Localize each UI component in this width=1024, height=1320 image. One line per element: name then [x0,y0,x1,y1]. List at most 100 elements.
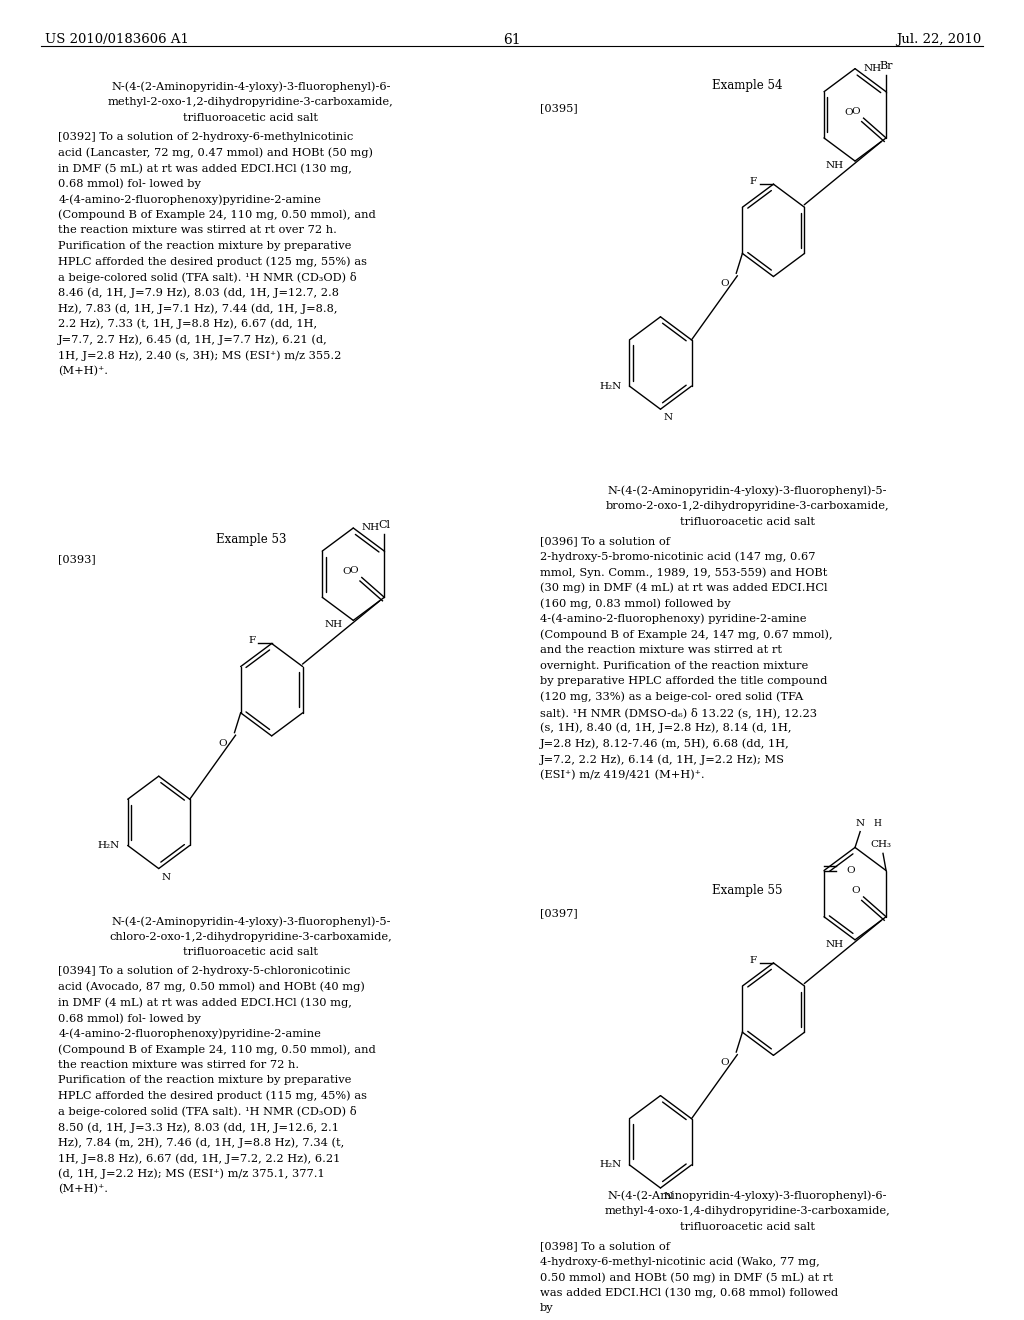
Text: J=2.8 Hz), 8.12-7.46 (m, 5H), 6.68 (dd, 1H,: J=2.8 Hz), 8.12-7.46 (m, 5H), 6.68 (dd, … [540,738,790,748]
Text: in DMF (5 mL) at rt was added EDCI.HCl (130 mg,: in DMF (5 mL) at rt was added EDCI.HCl (… [58,164,352,174]
Text: CH₃: CH₃ [870,841,892,850]
Text: NH: NH [826,940,844,949]
Text: chloro-2-oxo-1,2-dihydropyridine-3-carboxamide,: chloro-2-oxo-1,2-dihydropyridine-3-carbo… [110,932,392,941]
Text: 4-hydroxy-6-methyl-nicotinic acid (Wako, 77 mg,: 4-hydroxy-6-methyl-nicotinic acid (Wako,… [540,1257,819,1267]
Text: a beige-colored solid (TFA salt). ¹H NMR (CD₃OD) δ: a beige-colored solid (TFA salt). ¹H NMR… [58,1106,357,1118]
Text: O: O [851,886,860,895]
Text: [0397]: [0397] [540,908,578,919]
Text: Cl: Cl [378,520,390,529]
Text: N: N [162,873,171,882]
Text: Hz), 7.84 (m, 2H), 7.46 (d, 1H, J=8.8 Hz), 7.34 (t,: Hz), 7.84 (m, 2H), 7.46 (d, 1H, J=8.8 Hz… [58,1138,345,1148]
Text: O: O [349,566,358,576]
Text: (Compound B of Example 24, 110 mg, 0.50 mmol), and: (Compound B of Example 24, 110 mg, 0.50 … [58,1044,376,1055]
Text: and the reaction mixture was stirred at rt: and the reaction mixture was stirred at … [540,645,781,655]
Text: overnight. Purification of the reaction mixture: overnight. Purification of the reaction … [540,660,808,671]
Text: 4-(4-amino-2-fluorophenoxy)pyridine-2-amine: 4-(4-amino-2-fluorophenoxy)pyridine-2-am… [58,194,322,205]
Text: 8.46 (d, 1H, J=7.9 Hz), 8.03 (dd, 1H, J=12.7, 2.8: 8.46 (d, 1H, J=7.9 Hz), 8.03 (dd, 1H, J=… [58,288,339,298]
Text: 4-(4-amino-2-fluorophenoxy) pyridine-2-amine: 4-(4-amino-2-fluorophenoxy) pyridine-2-a… [540,614,806,624]
Text: N-(4-(2-Aminopyridin-4-yloxy)-3-fluorophenyl)-6-: N-(4-(2-Aminopyridin-4-yloxy)-3-fluoroph… [112,82,390,92]
Text: N: N [856,818,864,828]
Text: US 2010/0183606 A1: US 2010/0183606 A1 [45,33,189,46]
Text: (Compound B of Example 24, 110 mg, 0.50 mmol), and: (Compound B of Example 24, 110 mg, 0.50 … [58,210,376,220]
Text: the reaction mixture was stirred at rt over 72 h.: the reaction mixture was stirred at rt o… [58,226,337,235]
Text: (M+H)⁺.: (M+H)⁺. [58,1184,109,1195]
Text: [0395]: [0395] [540,103,578,114]
Text: trifluoroacetic acid salt: trifluoroacetic acid salt [680,517,815,527]
Text: HPLC afforded the desired product (125 mg, 55%) as: HPLC afforded the desired product (125 m… [58,256,368,267]
Text: a beige-colored solid (TFA salt). ¹H NMR (CD₃OD) δ: a beige-colored solid (TFA salt). ¹H NMR… [58,272,357,284]
Text: N-(4-(2-Aminopyridin-4-yloxy)-3-fluorophenyl)-6-: N-(4-(2-Aminopyridin-4-yloxy)-3-fluoroph… [608,1191,887,1201]
Text: (M+H)⁺.: (M+H)⁺. [58,366,109,376]
Text: by: by [540,1303,553,1313]
Text: NH: NH [826,161,844,170]
Text: 1H, J=2.8 Hz), 2.40 (s, 3H); MS (ESI⁺) m/z 355.2: 1H, J=2.8 Hz), 2.40 (s, 3H); MS (ESI⁺) m… [58,350,342,360]
Text: Hz), 7.83 (d, 1H, J=7.1 Hz), 7.44 (dd, 1H, J=8.8,: Hz), 7.83 (d, 1H, J=7.1 Hz), 7.44 (dd, 1… [58,304,338,314]
Text: O: O [851,107,860,116]
Text: O: O [219,739,227,747]
Text: [0393]: [0393] [58,554,96,565]
Text: NH: NH [863,65,882,73]
Text: O: O [721,280,729,288]
Text: O: O [343,568,351,576]
Text: [0392] To a solution of 2-hydroxy-6-methylnicotinic: [0392] To a solution of 2-hydroxy-6-meth… [58,132,353,143]
Text: HPLC afforded the desired product (115 mg, 45%) as: HPLC afforded the desired product (115 m… [58,1090,368,1101]
Text: J=7.7, 2.7 Hz), 6.45 (d, 1H, J=7.7 Hz), 6.21 (d,: J=7.7, 2.7 Hz), 6.45 (d, 1H, J=7.7 Hz), … [58,334,328,345]
Text: N: N [664,1192,673,1201]
Text: [0394] To a solution of 2-hydroxy-5-chloronicotinic: [0394] To a solution of 2-hydroxy-5-chlo… [58,966,350,977]
Text: salt). ¹H NMR (DMSO-d₆) δ 13.22 (s, 1H), 12.23: salt). ¹H NMR (DMSO-d₆) δ 13.22 (s, 1H),… [540,708,817,718]
Text: (120 mg, 33%) as a beige-col- ored solid (TFA: (120 mg, 33%) as a beige-col- ored solid… [540,692,803,702]
Text: O: O [845,108,853,116]
Text: Br: Br [880,61,893,70]
Text: trifluoroacetic acid salt: trifluoroacetic acid salt [183,948,318,957]
Text: 4-(4-amino-2-fluorophenoxy)pyridine-2-amine: 4-(4-amino-2-fluorophenoxy)pyridine-2-am… [58,1028,322,1039]
Text: F: F [750,177,757,186]
Text: in DMF (4 mL) at rt was added EDCI.HCl (130 mg,: in DMF (4 mL) at rt was added EDCI.HCl (… [58,998,352,1008]
Text: 1H, J=8.8 Hz), 6.67 (dd, 1H, J=7.2, 2.2 Hz), 6.21: 1H, J=8.8 Hz), 6.67 (dd, 1H, J=7.2, 2.2 … [58,1154,341,1164]
Text: (d, 1H, J=2.2 Hz); MS (ESI⁺) m/z 375.1, 377.1: (d, 1H, J=2.2 Hz); MS (ESI⁺) m/z 375.1, … [58,1168,325,1179]
Text: NH: NH [325,620,342,630]
Text: NH: NH [361,524,380,532]
Text: 0.68 mmol) fol- lowed by: 0.68 mmol) fol- lowed by [58,178,202,189]
Text: H₂N: H₂N [97,841,120,850]
Text: Jul. 22, 2010: Jul. 22, 2010 [896,33,981,46]
Text: Purification of the reaction mixture by preparative: Purification of the reaction mixture by … [58,242,351,251]
Text: N-(4-(2-Aminopyridin-4-yloxy)-3-fluorophenyl)-5-: N-(4-(2-Aminopyridin-4-yloxy)-3-fluoroph… [608,486,887,496]
Text: acid (Avocado, 87 mg, 0.50 mmol) and HOBt (40 mg): acid (Avocado, 87 mg, 0.50 mmol) and HOB… [58,982,366,993]
Text: 8.50 (d, 1H, J=3.3 Hz), 8.03 (dd, 1H, J=12.6, 2.1: 8.50 (d, 1H, J=3.3 Hz), 8.03 (dd, 1H, J=… [58,1122,339,1133]
Text: acid (Lancaster, 72 mg, 0.47 mmol) and HOBt (50 mg): acid (Lancaster, 72 mg, 0.47 mmol) and H… [58,148,374,158]
Text: F: F [750,956,757,965]
Text: 2-hydroxy-5-bromo-nicotinic acid (147 mg, 0.67: 2-hydroxy-5-bromo-nicotinic acid (147 mg… [540,552,815,562]
Text: H₂N: H₂N [599,381,622,391]
Text: by preparative HPLC afforded the title compound: by preparative HPLC afforded the title c… [540,676,827,686]
Text: (160 mg, 0.83 mmol) followed by: (160 mg, 0.83 mmol) followed by [540,598,730,609]
Text: O: O [721,1059,729,1067]
Text: H: H [873,818,882,828]
Text: Example 54: Example 54 [713,79,782,92]
Text: methyl-4-oxo-1,4-dihydropyridine-3-carboxamide,: methyl-4-oxo-1,4-dihydropyridine-3-carbo… [604,1206,891,1216]
Text: Purification of the reaction mixture by preparative: Purification of the reaction mixture by … [58,1076,351,1085]
Text: (Compound B of Example 24, 147 mg, 0.67 mmol),: (Compound B of Example 24, 147 mg, 0.67 … [540,630,833,640]
Text: Example 55: Example 55 [713,884,782,898]
Text: N: N [664,413,673,422]
Text: 0.50 mmol) and HOBt (50 mg) in DMF (5 mL) at rt: 0.50 mmol) and HOBt (50 mg) in DMF (5 mL… [540,1272,833,1283]
Text: Example 53: Example 53 [216,533,286,546]
Text: bromo-2-oxo-1,2-dihydropyridine-3-carboxamide,: bromo-2-oxo-1,2-dihydropyridine-3-carbox… [606,502,889,511]
Text: (30 mg) in DMF (4 mL) at rt was added EDCI.HCl: (30 mg) in DMF (4 mL) at rt was added ED… [540,582,827,593]
Text: 2.2 Hz), 7.33 (t, 1H, J=8.8 Hz), 6.67 (dd, 1H,: 2.2 Hz), 7.33 (t, 1H, J=8.8 Hz), 6.67 (d… [58,319,317,330]
Text: H₂N: H₂N [599,1160,622,1170]
Text: F: F [248,636,255,645]
Text: (s, 1H), 8.40 (d, 1H, J=2.8 Hz), 8.14 (d, 1H,: (s, 1H), 8.40 (d, 1H, J=2.8 Hz), 8.14 (d… [540,723,792,734]
Text: [0396] To a solution of: [0396] To a solution of [540,536,670,546]
Text: mmol, Syn. Comm., 1989, 19, 553-559) and HOBt: mmol, Syn. Comm., 1989, 19, 553-559) and… [540,568,827,578]
Text: methyl-2-oxo-1,2-dihydropyridine-3-carboxamide,: methyl-2-oxo-1,2-dihydropyridine-3-carbo… [108,98,394,107]
Text: 0.68 mmol) fol- lowed by: 0.68 mmol) fol- lowed by [58,1012,202,1023]
Text: trifluoroacetic acid salt: trifluoroacetic acid salt [183,114,318,123]
Text: the reaction mixture was stirred for 72 h.: the reaction mixture was stirred for 72 … [58,1060,299,1069]
Text: was added EDCI.HCl (130 mg, 0.68 mmol) followed: was added EDCI.HCl (130 mg, 0.68 mmol) f… [540,1287,838,1298]
Text: J=7.2, 2.2 Hz), 6.14 (d, 1H, J=2.2 Hz); MS: J=7.2, 2.2 Hz), 6.14 (d, 1H, J=2.2 Hz); … [540,754,784,764]
Text: N-(4-(2-Aminopyridin-4-yloxy)-3-fluorophenyl)-5-: N-(4-(2-Aminopyridin-4-yloxy)-3-fluoroph… [112,916,390,927]
Text: [0398] To a solution of: [0398] To a solution of [540,1241,670,1251]
Text: (ESI⁺) m/z 419/421 (M+H)⁺.: (ESI⁺) m/z 419/421 (M+H)⁺. [540,770,705,780]
Text: O: O [847,866,855,875]
Text: 61: 61 [503,33,521,48]
